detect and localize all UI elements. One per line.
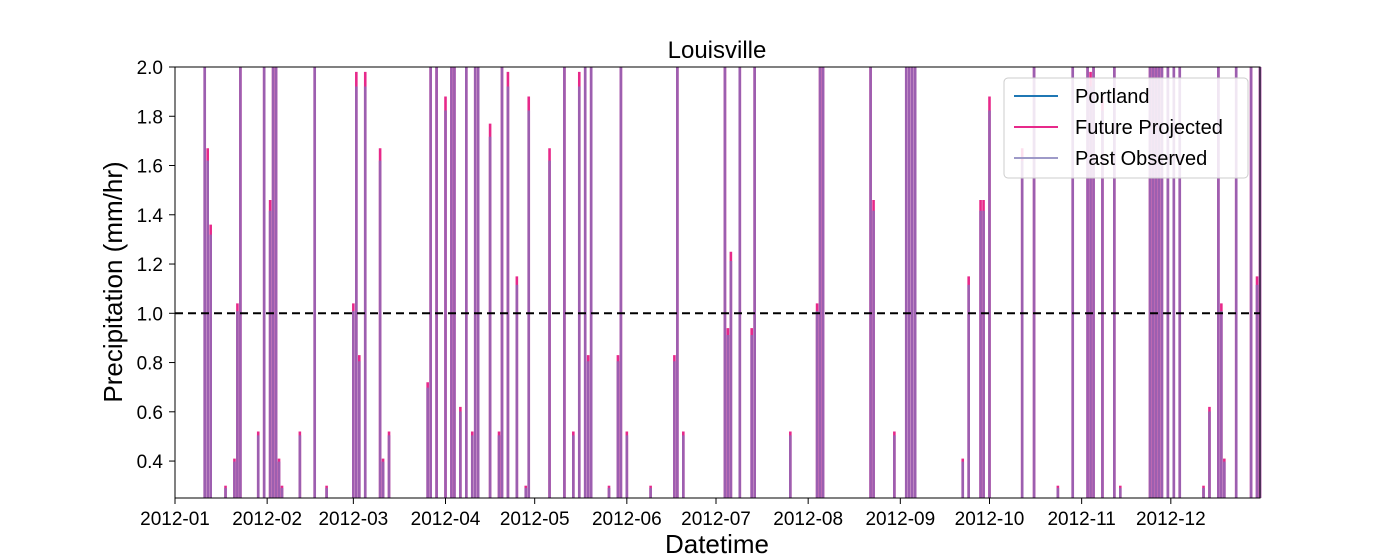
y-tick-label-4: 1.2 bbox=[137, 255, 163, 276]
x-tick-label-7: 2012-08 bbox=[773, 509, 843, 530]
y-tick-label-3: 1.0 bbox=[137, 304, 163, 325]
y-tick-label-8: 2.0 bbox=[137, 58, 163, 79]
legend-box bbox=[1003, 77, 1249, 179]
x-tick-label-11: 2012-12 bbox=[1136, 509, 1206, 530]
x-tick-label-0: 2012-01 bbox=[140, 509, 210, 530]
x-tick-label-2: 2012-03 bbox=[318, 509, 388, 530]
y-tick-label-5: 1.4 bbox=[137, 206, 164, 227]
x-tick-label-5: 2012-06 bbox=[592, 509, 662, 530]
x-tick-label-10: 2012-11 bbox=[1047, 509, 1115, 530]
legend: Portland Future Projected Past Observed bbox=[1003, 77, 1249, 179]
y-axis-label: Precipitation (mm/hr) bbox=[98, 161, 128, 402]
chart-title: Louisville bbox=[668, 37, 767, 64]
x-axis-label: Datetime bbox=[665, 529, 769, 559]
y-axis: 0.4 0.6 0.8 1.0 1.2 1.4 1.6 1.8 2.0 bbox=[137, 58, 175, 473]
y-tick-label-6: 1.6 bbox=[137, 157, 163, 178]
legend-label-0: Portland bbox=[1075, 86, 1150, 108]
legend-label-1: Future Projected bbox=[1075, 117, 1223, 139]
legend-label-2: Past Observed bbox=[1075, 148, 1207, 170]
x-tick-label-4: 2012-05 bbox=[500, 509, 570, 530]
x-tick-label-1: 2012-02 bbox=[232, 509, 302, 530]
x-tick-label-9: 2012-10 bbox=[955, 509, 1025, 530]
precipitation-bars bbox=[203, 67, 1262, 498]
y-tick-label-1: 0.6 bbox=[137, 403, 163, 424]
y-tick-label-7: 1.8 bbox=[137, 107, 163, 128]
plot-frame bbox=[174, 66, 1261, 499]
y-tick-label-2: 0.8 bbox=[137, 354, 163, 375]
x-tick-label-8: 2012-09 bbox=[865, 509, 935, 530]
x-tick-label-3: 2012-04 bbox=[411, 509, 481, 530]
y-tick-label-0: 0.4 bbox=[137, 452, 164, 473]
x-tick-label-6: 2012-07 bbox=[681, 509, 751, 530]
x-axis: 2012-01 2012-02 2012-03 2012-04 2012-05 2012-… bbox=[140, 498, 1206, 530]
